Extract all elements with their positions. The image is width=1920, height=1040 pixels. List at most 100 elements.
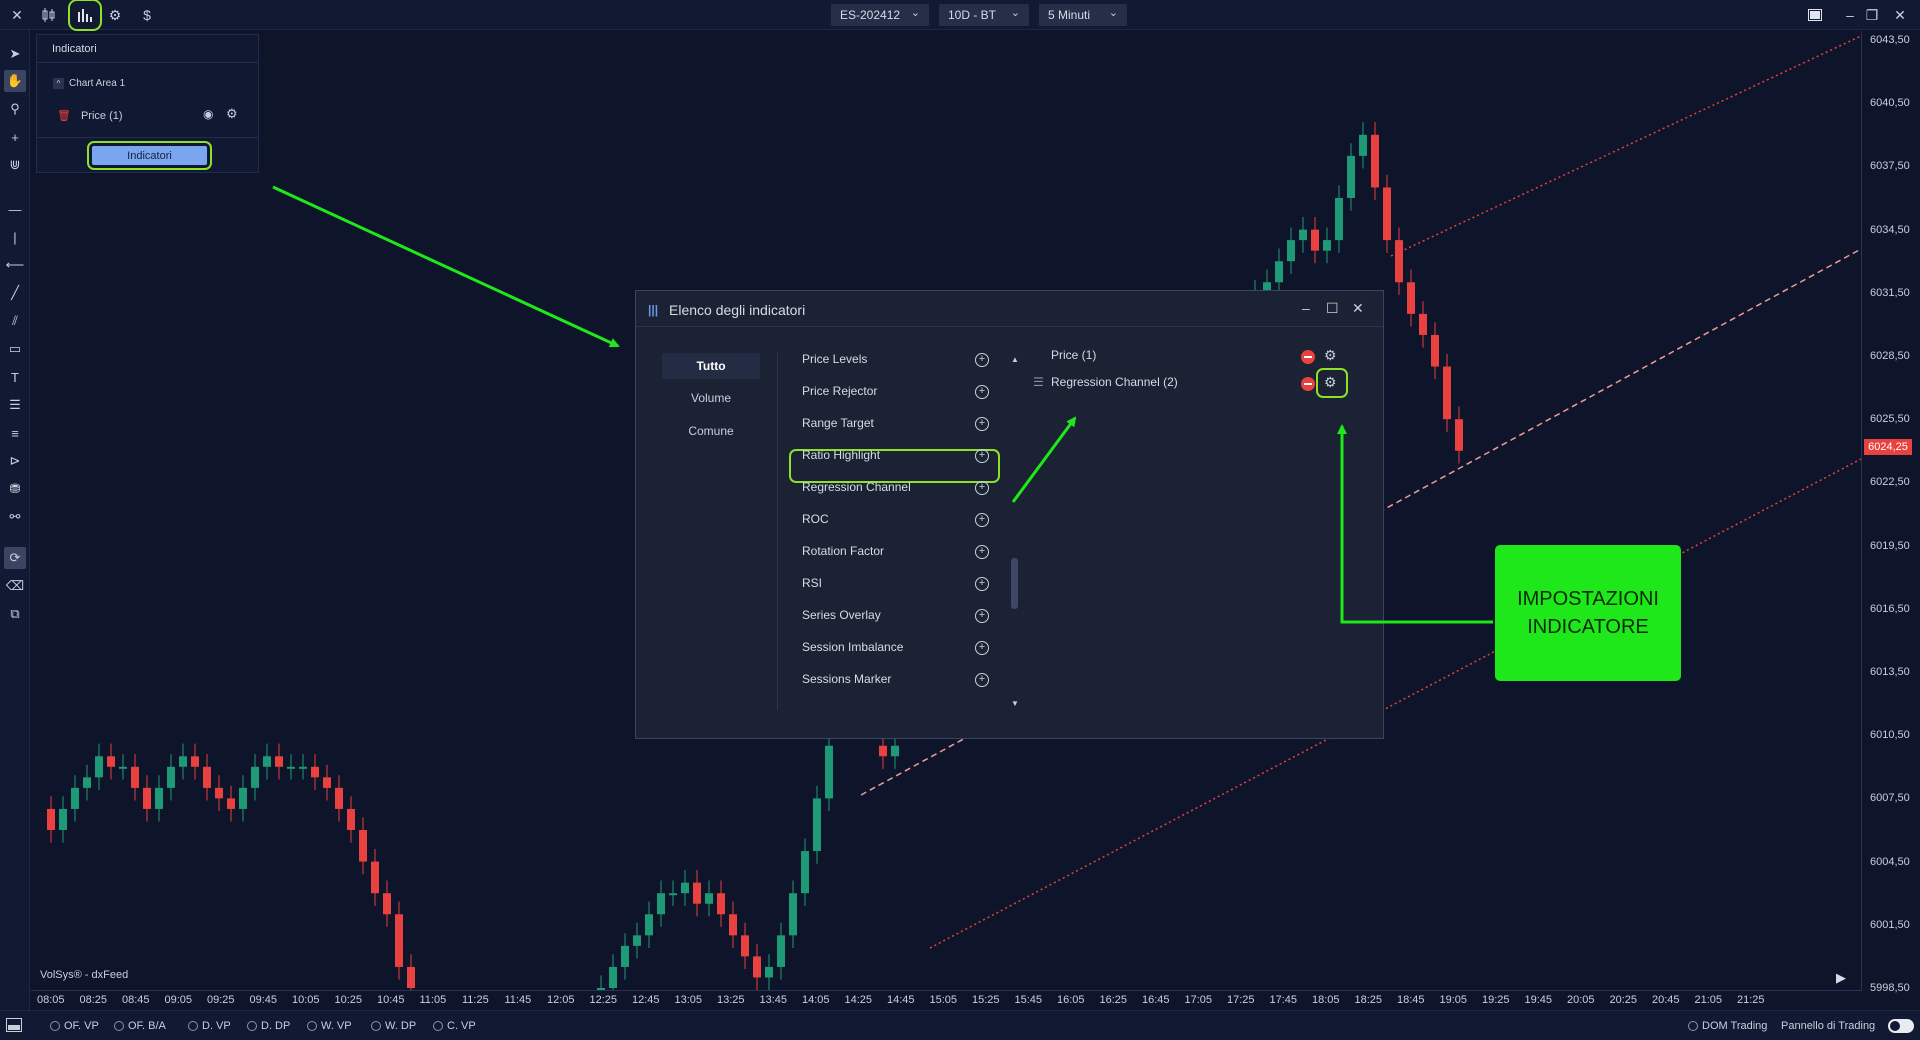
add-indicator-icon[interactable]: + <box>975 449 989 463</box>
crosshair-icon[interactable]: + <box>11 129 19 145</box>
dollar-icon[interactable]: $ <box>143 7 151 23</box>
indicator-item[interactable]: Series Overlay <box>802 608 881 622</box>
add-indicator-icon[interactable]: + <box>975 673 989 687</box>
radio-icon <box>1688 1021 1698 1031</box>
indicator-item[interactable]: Price Rejector <box>802 384 878 398</box>
price-axis[interactable]: 6043,50 6040,50 6037,50 6034,50 6031,50 6028,… <box>1861 31 1920 994</box>
close-icon[interactable]: ✕ <box>11 6 23 23</box>
candle-body <box>359 830 367 862</box>
gear-icon[interactable]: ⚙ <box>226 106 238 121</box>
add-indicator-icon[interactable]: + <box>975 641 989 655</box>
ray-icon[interactable]: ⟵ <box>5 257 25 272</box>
remove-price-icon[interactable] <box>1301 350 1315 364</box>
study-toggle[interactable]: D. VP <box>188 1020 231 1032</box>
rectangle-icon[interactable]: ▭ <box>8 341 22 356</box>
candle-body <box>251 766 259 788</box>
category-tutto[interactable]: Tutto <box>662 353 760 379</box>
indicator-item[interactable]: Regression Channel <box>802 480 911 494</box>
candle-body <box>1395 240 1403 283</box>
indicator-item[interactable]: Rotation Factor <box>802 544 885 558</box>
close-icon[interactable]: ✕ <box>1352 300 1364 316</box>
add-indicators-button[interactable]: Indicatori <box>92 146 207 165</box>
timeframe-select[interactable]: 10D - BT ⌄ <box>939 4 1029 26</box>
restore-icon[interactable]: ❐ <box>1865 6 1879 23</box>
remove-regression-icon[interactable] <box>1301 377 1315 391</box>
levels-icon[interactable]: ≡ <box>11 425 19 441</box>
add-indicator-icon[interactable]: + <box>975 513 989 527</box>
play-icon[interactable]: ▶ <box>1836 970 1846 985</box>
settings-gear-icon[interactable]: ⚙ <box>108 6 122 23</box>
study-toggle[interactable]: OF. B/A <box>114 1020 166 1032</box>
study-toggle[interactable]: W. VP <box>307 1020 352 1032</box>
study-toggle[interactable]: OF. VP <box>50 1020 99 1032</box>
candle-body <box>107 756 115 767</box>
lock-magnet-icon[interactable]: ⟳ <box>4 547 26 569</box>
zoom-icon[interactable]: ⚲ <box>10 101 20 116</box>
fibonacci-icon[interactable]: ☰ <box>9 397 21 412</box>
window-close-icon[interactable]: ✕ <box>1894 6 1906 23</box>
indicator-item[interactable]: Session Imbalance <box>802 640 904 654</box>
horizontal-line-icon[interactable]: — <box>8 201 22 217</box>
dom-trading-toggle[interactable]: DOM Trading <box>1688 1020 1767 1032</box>
indicator-item[interactable]: Sessions Marker <box>802 672 892 686</box>
minimize-icon[interactable]: – <box>1846 7 1854 23</box>
study-toggle[interactable]: C. VP <box>433 1020 476 1032</box>
list-scrollbar[interactable]: ▲ ▼ <box>1009 355 1021 710</box>
price-tick-label: 6031,50 <box>1870 286 1910 299</box>
time-axis[interactable]: 08:05 08:25 08:45 09:05 09:25 09:45 10:05 10:25… <box>31 990 1861 1010</box>
minimize-icon[interactable]: – <box>1302 300 1310 316</box>
panel-toggle-icon[interactable] <box>6 1018 22 1032</box>
magnet-icon[interactable]: ⋓ <box>9 157 21 172</box>
contract-select[interactable]: ES-202412 ⌄ <box>831 4 929 26</box>
indicators-icon[interactable] <box>68 0 102 31</box>
regression-settings-gear-icon[interactable]: ⚙ <box>1324 374 1337 390</box>
scroll-up-icon[interactable]: ▲ <box>1011 355 1019 364</box>
add-indicator-icon[interactable]: + <box>975 417 989 431</box>
measure-icon[interactable]: ⊳ <box>9 453 21 468</box>
add-indicator-icon[interactable]: + <box>975 481 989 495</box>
category-volume[interactable]: Volume <box>690 391 732 405</box>
collapse-icon[interactable]: ^ <box>53 78 64 89</box>
vertical-line-icon[interactable]: | <box>13 229 17 245</box>
candles-icon[interactable] <box>38 4 60 26</box>
indicator-item[interactable]: ROC <box>802 512 829 526</box>
trend-line-icon[interactable]: ╱ <box>11 285 19 300</box>
trash-icon[interactable]: 🗑 <box>57 110 71 122</box>
add-indicator-icon[interactable]: + <box>975 577 989 591</box>
layers-icon[interactable]: ⧉ <box>10 606 20 621</box>
indicator-item[interactable]: Ratio Highlight <box>802 448 881 462</box>
selected-regression[interactable]: Regression Channel (2) <box>1051 375 1178 389</box>
price-settings-gear-icon[interactable]: ⚙ <box>1324 347 1337 363</box>
interval-select[interactable]: 5 Minuti ⌄ <box>1039 4 1127 26</box>
layout-icon[interactable] <box>1804 4 1826 26</box>
chart-area-row[interactable]: ^ Chart Area 1 <box>53 78 125 89</box>
hand-icon[interactable]: ✋ <box>4 70 26 92</box>
maximize-icon[interactable]: ☐ <box>1326 300 1339 316</box>
add-indicator-icon[interactable]: + <box>975 353 989 367</box>
indicator-item[interactable]: Price Levels <box>802 352 868 366</box>
add-indicator-icon[interactable]: + <box>975 545 989 559</box>
add-indicator-icon[interactable]: + <box>975 385 989 399</box>
trading-panel-switch[interactable] <box>1888 1019 1914 1033</box>
indicator-item[interactable]: Range Target <box>802 416 874 430</box>
highlight-ring <box>87 141 212 170</box>
scroll-thumb[interactable] <box>1011 558 1018 609</box>
drag-handle-icon[interactable]: ☰ <box>1033 375 1044 389</box>
eye-icon[interactable]: ◉ <box>203 107 214 121</box>
eraser-icon[interactable]: ⌫ <box>5 578 25 593</box>
selected-price[interactable]: Price (1) <box>1051 348 1097 362</box>
cursor-icon[interactable]: ➤ <box>9 46 21 61</box>
text-icon[interactable]: T <box>11 369 19 385</box>
date-range-icon[interactable]: ⚯ <box>9 509 21 524</box>
study-toggle[interactable]: D. DP <box>247 1020 290 1032</box>
channel-icon[interactable]: ⫽ <box>12 313 18 328</box>
add-indicator-icon[interactable]: + <box>975 609 989 623</box>
scroll-down-icon[interactable]: ▼ <box>1011 699 1019 708</box>
price-range-icon[interactable]: ⛃ <box>9 481 21 496</box>
indicator-item[interactable]: RSI <box>802 576 823 590</box>
candle-body <box>215 787 223 799</box>
study-toggle[interactable]: W. DP <box>371 1020 416 1032</box>
price-indicator-row[interactable]: 🗑 Price (1) <box>57 109 123 123</box>
price-chart[interactable] <box>31 31 1861 991</box>
category-comune[interactable]: Comune <box>688 424 734 438</box>
